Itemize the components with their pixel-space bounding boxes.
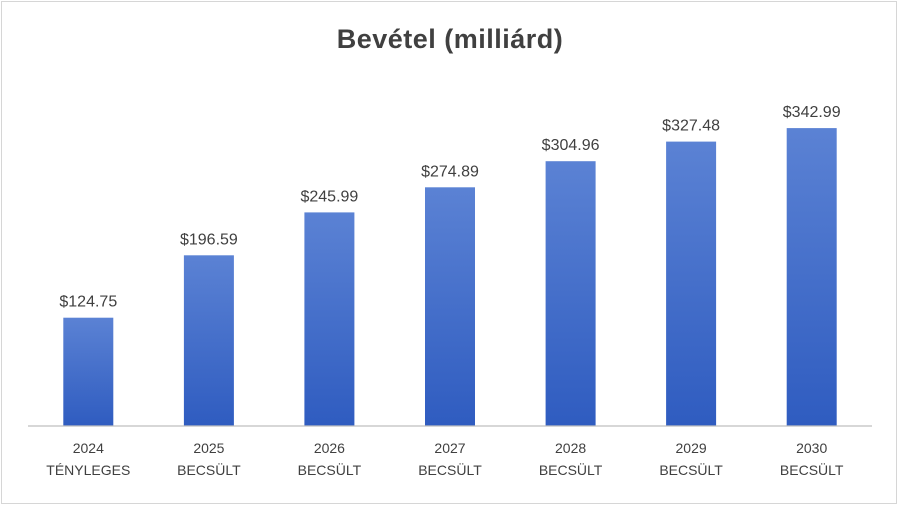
x-tick-label-2026-year: 2026 — [314, 440, 345, 456]
x-tick-label-2026-status: BECSÜLT — [298, 461, 362, 478]
data-label-2028: $304.96 — [542, 137, 600, 154]
data-label-2027: $274.89 — [421, 163, 479, 180]
bar-2030 — [786, 128, 837, 426]
bar-2027 — [425, 187, 475, 426]
data-label-2026: $245.99 — [300, 188, 358, 205]
bars-group — [63, 128, 837, 426]
x-tick-label-2024-year: 2024 — [73, 440, 104, 456]
data-label-2024: $124.75 — [59, 294, 117, 311]
bar-2025 — [183, 255, 234, 426]
x-tick-label-2030-status: BECSÜLT — [780, 461, 844, 478]
data-label-2029: $327.48 — [662, 118, 720, 135]
bar-2028 — [545, 161, 596, 426]
x-tick-label-2027-year: 2027 — [434, 440, 465, 456]
bar-2029 — [666, 141, 717, 426]
x-tick-label-2025-status: BECSÜLT — [177, 461, 241, 478]
x-tick-label-2027-status: BECSÜLT — [418, 461, 482, 478]
x-tick-label-2029-status: BECSÜLT — [659, 461, 723, 478]
x-tick-label-2028-year: 2028 — [555, 440, 586, 456]
x-tick-label-2024-status: TÉNYLEGES — [46, 462, 130, 478]
x-tick-label-2030-year: 2030 — [796, 440, 827, 456]
data-label-2025: $196.59 — [180, 231, 238, 248]
x-tick-label-2029-year: 2029 — [676, 440, 707, 456]
chart-title: Bevétel (milliárd) — [336, 24, 564, 54]
x-tick-labels-group: 2024 TÉNYLEGES 2025 BECSÜLT 2026 BECSÜLT 2027 B… — [46, 440, 844, 478]
bar-2026 — [304, 212, 355, 426]
data-label-2030: $342.99 — [783, 104, 841, 121]
data-labels-group: $124.75 $196.59 $245.99 $274.89 $304.96 $327.… — [59, 104, 840, 311]
x-tick-label-2025-year: 2025 — [193, 440, 224, 456]
bar-2024 — [63, 317, 114, 426]
x-tick-label-2028-status: BECSÜLT — [539, 461, 603, 478]
